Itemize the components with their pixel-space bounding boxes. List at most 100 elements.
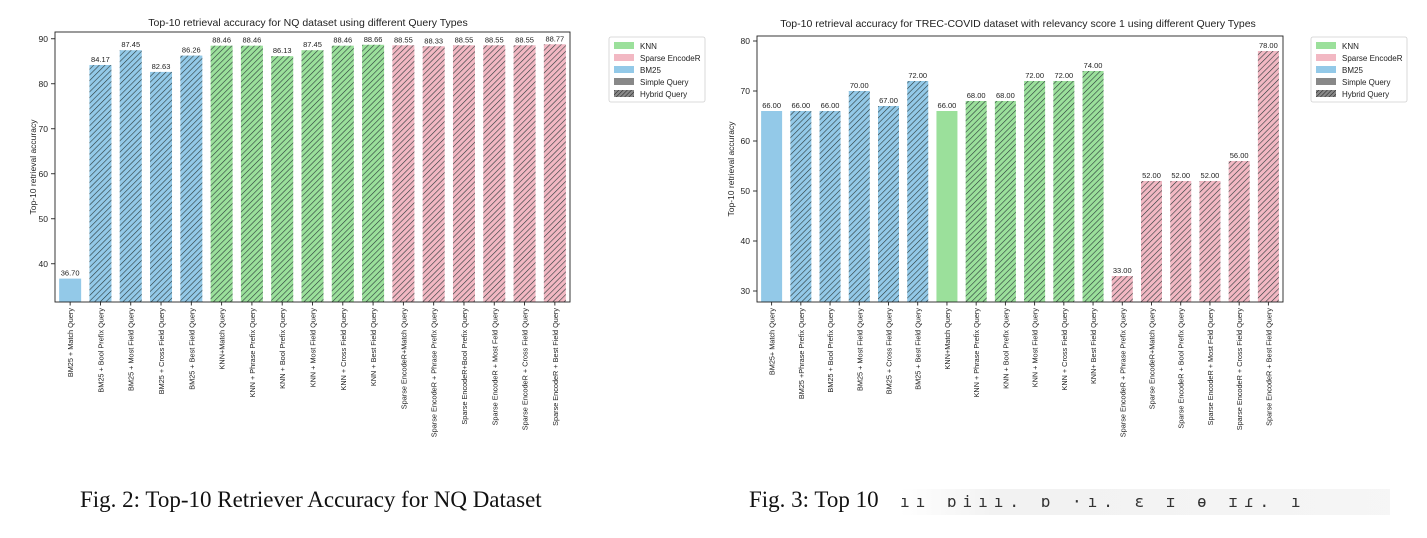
bar-value-label: 88.46 — [333, 36, 352, 45]
x-tick-label: Sparse EncodeR + Cross Field Query — [1235, 308, 1244, 431]
x-tick-label: Sparse EncodeR + Bool Prefix Query — [1177, 308, 1186, 429]
legend-swatch-hatch — [1316, 90, 1336, 97]
bar-value-label: 70.00 — [850, 81, 869, 90]
y-tick-label: 80 — [39, 79, 49, 89]
legend-label: BM25 — [640, 66, 661, 75]
bar-hatch — [1082, 71, 1104, 302]
bar-value-label: 88.55 — [455, 35, 474, 44]
bar-hatch — [483, 45, 506, 303]
x-tick-label: Sparse EncodeR + Phrase Prefix Query — [430, 308, 439, 438]
x-tick-label: KNN + Cross Field Query — [339, 308, 348, 391]
bar-hatch — [301, 50, 324, 302]
bar-hatch — [1257, 51, 1279, 302]
x-tick-label: Sparse EncodeR + Phrase Prefix Query — [1118, 308, 1127, 438]
legend: KNN Sparse EncodeR BM25 Simple Query Hybrid … — [608, 36, 706, 103]
bar-hatch — [907, 81, 929, 302]
x-tick-label: Sparse EncodeR + Most Feld Query — [490, 308, 499, 426]
bar-hatch — [271, 56, 294, 302]
y-tick-label: 60 — [741, 136, 751, 146]
bar-value-label: 88.66 — [364, 35, 383, 44]
legend-swatch — [614, 54, 634, 61]
legend-swatch — [1316, 54, 1336, 61]
x-tick-label: BM25 + Bool Prefix Query — [96, 308, 105, 393]
bar-value-label: 52.00 — [1142, 171, 1161, 180]
bar-value-label: 72.00 — [1025, 71, 1044, 80]
x-tick-label: BM25 + Cross Field Query — [885, 308, 894, 395]
x-tick-label: BM25 + Best Field Query — [187, 308, 196, 390]
y-tick-label: 80 — [741, 36, 751, 46]
bar-hatch — [543, 44, 566, 302]
bar — [59, 278, 82, 302]
bar-hatch — [1053, 81, 1075, 302]
bar-hatch — [392, 45, 415, 303]
bar-value-label: 56.00 — [1230, 151, 1249, 160]
y-tick-label: 70 — [741, 86, 751, 96]
y-tick-label: 30 — [741, 286, 751, 296]
x-tick-label: BM25 + Match Query — [66, 308, 75, 377]
y-axis-label: Top-10 retrieval accuracy — [726, 121, 736, 217]
bar-value-label: 88.46 — [243, 36, 262, 45]
legend-box — [1310, 36, 1408, 103]
x-tick-label: BM25 + Bool Prefix Query — [826, 308, 835, 393]
bar-hatch — [150, 71, 173, 302]
bar-hatch — [210, 45, 233, 303]
y-axis-label: Top-10 retrieval accuracy — [28, 119, 38, 215]
bar-hatch — [1228, 161, 1250, 302]
bar — [761, 111, 783, 302]
legend-swatch — [614, 66, 634, 73]
y-tick-label: 50 — [741, 186, 751, 196]
y-tick-label: 70 — [39, 124, 49, 134]
x-tick-label: Sparse EncodeR + Cross Field Query — [521, 308, 530, 431]
x-tick-label: BM25 + Best Field Query — [914, 308, 923, 390]
bar-value-label: 84.17 — [91, 55, 110, 64]
bar-hatch — [240, 45, 263, 303]
bar-hatch — [180, 55, 203, 302]
bar-value-label: 67.00 — [879, 96, 898, 105]
legend-label: Hybrid Query — [640, 90, 687, 99]
bar-hatch — [1141, 181, 1162, 302]
bar-value-label: 86.13 — [273, 46, 292, 55]
legend-label: Simple Query — [1342, 78, 1390, 87]
x-tick-label: KNN + Bool Prefix Query — [278, 308, 287, 389]
bar — [936, 111, 958, 302]
x-tick-label: BM25 + Cross Field Query — [157, 308, 166, 395]
x-tick-label: Sparse EncodeR+Bool Prefix Query — [460, 308, 469, 425]
bar-value-label: 88.55 — [515, 35, 534, 44]
bar-value-label: 52.00 — [1201, 171, 1220, 180]
x-tick-label: Sparse EncodeR + Best Field Query — [551, 308, 560, 426]
bar-value-label: 68.00 — [967, 91, 986, 100]
x-tick-label: KNN+Match Query — [943, 308, 952, 370]
legend-swatch — [1316, 66, 1336, 73]
legend-label: KNN — [640, 42, 657, 51]
trec-covid-accuracy-chart: Top-10 retrieval accuracy for TREC-COVID… — [726, 18, 1408, 438]
bar-hatch — [965, 101, 987, 302]
y-tick-label: 40 — [39, 259, 49, 269]
x-tick-label: KNN + Bool Prefix Query — [1001, 308, 1010, 389]
chart-title: Top-10 retrieval accuracy for TREC-COVID… — [780, 18, 1256, 30]
figure-2-caption: Fig. 2: Top-10 Retriever Accuracy for NQ… — [80, 487, 542, 512]
x-tick-label: KNN+ Best Field Query — [1089, 308, 1098, 384]
bar-hatch — [878, 106, 899, 302]
bar-hatch — [1024, 81, 1046, 302]
y-tick-label: 90 — [39, 34, 49, 44]
bar-value-label: 78.00 — [1259, 41, 1278, 50]
y-tick-label: 60 — [39, 169, 49, 179]
bar-hatch — [1170, 181, 1192, 302]
bar-value-label: 33.00 — [1113, 266, 1132, 275]
legend-label: Hybrid Query — [1342, 90, 1389, 99]
bar-value-label: 66.00 — [762, 101, 781, 110]
bar-value-label: 72.00 — [908, 71, 927, 80]
bar-hatch — [994, 101, 1016, 302]
legend-label: BM25 — [1342, 66, 1363, 75]
bar-value-label: 72.00 — [1054, 71, 1073, 80]
legend-label: Sparse EncodeR — [1342, 54, 1403, 63]
x-tick-label: KNN + Cross Field Query — [1060, 308, 1069, 391]
bar-value-label: 74.00 — [1084, 61, 1103, 70]
bar-value-label: 88.33 — [424, 36, 443, 45]
x-tick-label: Sparse EncodeR+Match Query — [399, 308, 408, 410]
y-tick-label: 50 — [39, 214, 49, 224]
bar-value-label: 86.26 — [182, 46, 201, 55]
bar-hatch — [848, 91, 870, 302]
bar-value-label: 87.45 — [121, 40, 140, 49]
